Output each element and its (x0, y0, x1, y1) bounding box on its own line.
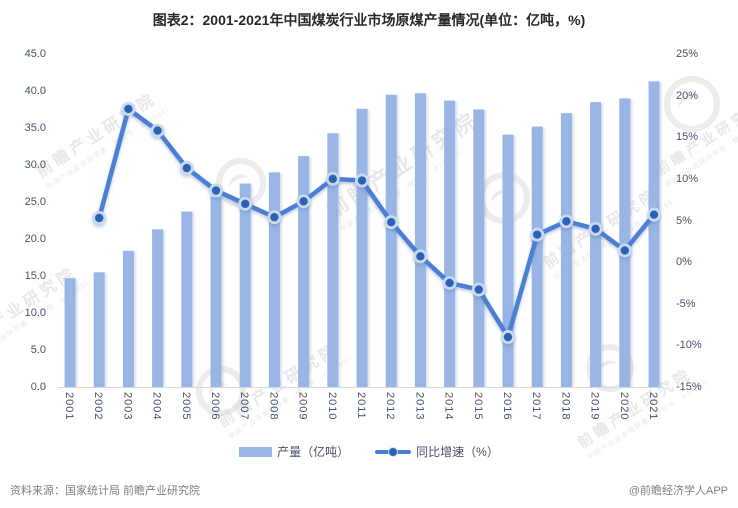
y-axis-tick-label: -10% (676, 339, 702, 352)
bar-2019 (590, 102, 602, 387)
growth-point-2005 (179, 161, 194, 176)
y-axis-tick-label: 15.0 (24, 270, 46, 282)
x-axis-label-2006: 2006 (209, 392, 221, 421)
plot-area (64, 81, 662, 388)
source-note: 资料来源：国家统计局 前瞻产业研究院 (10, 485, 201, 497)
x-axis-label-2005: 2005 (179, 392, 192, 421)
bar-2009 (298, 156, 310, 387)
growth-point-2016 (500, 330, 515, 345)
x-axis-label-2004: 2004 (150, 392, 163, 421)
bar-2007 (239, 183, 251, 387)
bar-2017 (531, 126, 543, 388)
growth-point-2020 (617, 243, 632, 258)
y-axis-tick-label: -5% (676, 297, 696, 310)
y-axis-tick-label: 15% (676, 131, 699, 144)
x-axis-label-2013: 2013 (413, 392, 426, 421)
y-axis-tick-label: 5% (676, 214, 692, 227)
growth-point-2003 (121, 101, 136, 116)
bar-2012 (385, 94, 397, 387)
y-axis-tick-label: 35.0 (24, 122, 46, 134)
growth-point-2011 (354, 173, 369, 188)
y-axis-tick-label: 20% (676, 89, 699, 102)
bar-2011 (356, 108, 368, 387)
bar-2013 (414, 93, 426, 387)
bar-2003 (122, 250, 134, 387)
y-axis-tick-label: 10.0 (24, 307, 46, 319)
watermark-logo-icon (664, 76, 720, 132)
growth-point-2006 (208, 183, 223, 198)
legend-item-production: 产量（亿吨） (239, 443, 349, 460)
x-axis-label-2018: 2018 (559, 392, 572, 421)
bar-2010 (327, 133, 339, 387)
bar-2008 (268, 172, 280, 387)
x-axis-label-2019: 2019 (588, 392, 601, 421)
growth-point-2015 (471, 282, 486, 297)
growth-point-2004 (150, 123, 165, 138)
credit-note: @前瞻经济学人APP (628, 485, 728, 497)
x-axis-label-2020: 2020 (617, 392, 630, 421)
growth-point-2010 (325, 171, 340, 186)
y-axis-tick-label: 20.0 (24, 233, 46, 245)
x-axis-label-2021: 2021 (647, 392, 659, 421)
bar-2018 (560, 113, 572, 387)
y-axis-tick-label: 10% (676, 172, 699, 185)
x-axis-label-2016: 2016 (501, 392, 513, 421)
growth-point-2009 (296, 194, 311, 209)
x-axis-label-2014: 2014 (442, 392, 455, 421)
chart-title: 图表2：2001-2021年中国煤炭行业市场原煤产量情况(单位：亿吨，%) (152, 12, 586, 28)
bar-2005 (181, 211, 193, 387)
bar-2016 (502, 134, 514, 387)
legend: 产量（亿吨） 同比增速（%） (0, 443, 738, 460)
y-axis-tick-label: 25% (676, 48, 699, 60)
bar-2014 (444, 100, 456, 387)
y-axis-tick-label: 0.0 (30, 381, 46, 393)
x-axis-label-2011: 2011 (355, 392, 367, 420)
growth-point-2002 (92, 211, 107, 226)
x-axis-label-2001: 2001 (63, 392, 75, 421)
bar-2015 (473, 109, 485, 387)
bar-2021 (648, 81, 660, 387)
bar-swatch-icon (239, 446, 273, 457)
y-axis-tick-label: 30.0 (24, 159, 46, 171)
y-axis-tick-label: 0% (676, 256, 692, 269)
x-axis-label-2007: 2007 (238, 392, 251, 421)
growth-point-2019 (588, 221, 603, 236)
growth-point-2017 (530, 227, 545, 242)
x-axis-label-2015: 2015 (471, 392, 484, 421)
legend-item-growth: 同比增速（%） (375, 443, 499, 460)
x-axis-label-2008: 2008 (267, 392, 280, 421)
legend-label-production: 产量（亿吨） (277, 445, 350, 459)
x-axis-label-2009: 2009 (296, 392, 309, 421)
bar-2002 (93, 272, 105, 387)
x-axis-label-2010: 2010 (325, 392, 338, 421)
bar-2006 (210, 196, 222, 387)
growth-point-2012 (384, 215, 399, 230)
x-axis-line (58, 387, 664, 388)
x-axis-label-2002: 2002 (92, 392, 105, 421)
growth-point-2014 (442, 275, 457, 290)
x-axis-label-2003: 2003 (121, 392, 134, 421)
growth-point-2013 (413, 249, 428, 264)
y-axis-tick-label: -15% (676, 381, 702, 393)
bar-2020 (619, 98, 631, 388)
y-axis-tick-label: 40.0 (24, 85, 46, 97)
y-axis-tick-label: 25.0 (24, 196, 46, 208)
line-swatch-icon (375, 446, 412, 457)
bar-2001 (64, 278, 76, 387)
growth-point-2018 (559, 214, 574, 229)
growth-point-2008 (267, 210, 282, 225)
bar-2004 (152, 229, 164, 387)
x-axis-label-2017: 2017 (530, 392, 543, 421)
y-axis-tick-label: 5.0 (30, 344, 46, 356)
x-axis-label-2012: 2012 (384, 392, 397, 421)
legend-label-growth: 同比增速（%） (416, 445, 499, 459)
growth-point-2021 (647, 207, 662, 222)
y-axis-tick-label: 45.0 (24, 48, 46, 60)
growth-point-2007 (238, 196, 253, 211)
